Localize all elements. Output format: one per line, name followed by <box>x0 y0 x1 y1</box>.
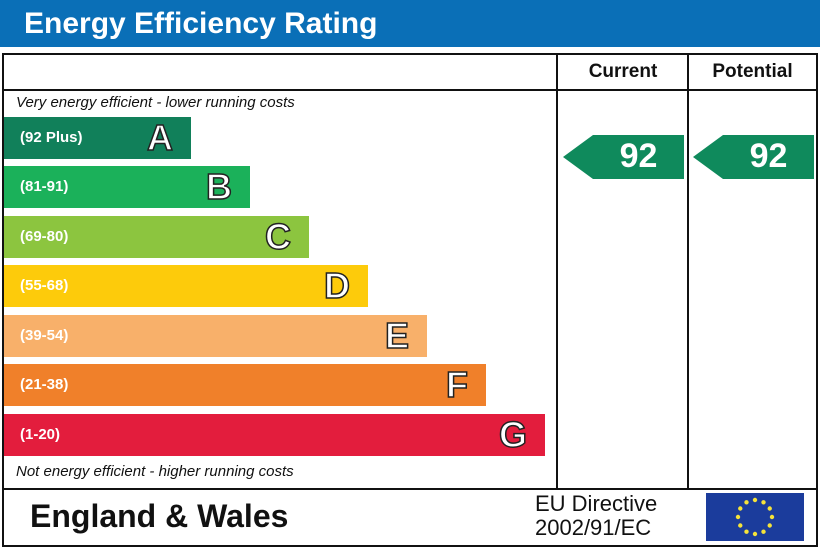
band-letter: B <box>205 165 233 208</box>
band-letter: C <box>264 215 292 258</box>
star-icon <box>761 500 766 505</box>
band-range: (92 Plus) <box>20 129 83 146</box>
band-d: (55-68) D <box>4 264 368 307</box>
band-b: (81-91) B <box>4 165 250 208</box>
star-icon <box>769 514 775 520</box>
bottom-note: Not energy efficient - higher running co… <box>16 463 294 480</box>
band-range: (69-80) <box>20 228 69 245</box>
current-rating: 92 <box>619 137 658 175</box>
star-icon <box>767 523 772 528</box>
divider <box>556 53 558 490</box>
band-letter: F <box>445 363 469 406</box>
star-icon <box>752 531 758 537</box>
band-e: (39-54) E <box>4 314 427 357</box>
star-icon <box>738 523 743 528</box>
divider <box>687 53 689 490</box>
rating-table <box>2 53 818 547</box>
title: Energy Efficiency Rating <box>24 7 378 40</box>
star-icon <box>767 506 772 511</box>
star-icon <box>735 514 741 520</box>
band-range: (1-20) <box>20 426 61 443</box>
star-icon <box>752 497 758 503</box>
band-f: (21-38) F <box>4 363 486 406</box>
top-note: Very energy efficient - lower running co… <box>16 94 295 111</box>
band-letter: D <box>323 264 351 307</box>
divider <box>2 89 816 91</box>
potential-rating-arrow: 92 <box>693 135 814 179</box>
potential-rating: 92 <box>749 137 788 175</box>
title-bar: Energy Efficiency Rating <box>0 0 820 47</box>
current-rating-arrow: 92 <box>563 135 684 179</box>
region-label: England & Wales <box>30 498 289 534</box>
band-range: (55-68) <box>20 277 69 294</box>
current-header: Current <box>588 61 658 82</box>
divider <box>2 488 816 490</box>
eu-directive: EU Directive 2002/91/EC <box>535 492 657 540</box>
directive-line2: 2002/91/EC <box>535 515 652 540</box>
band-range: (81-91) <box>20 178 69 195</box>
band-g: (1-20) G <box>4 413 545 456</box>
band-letter: A <box>146 116 174 159</box>
band-c: (69-80) C <box>4 215 309 258</box>
potential-header: Potential <box>712 61 793 82</box>
directive-line1: EU Directive <box>535 491 658 516</box>
star-icon <box>744 529 749 534</box>
star-icon <box>738 506 743 511</box>
star-icon <box>744 500 749 505</box>
band-range: (21-38) <box>20 376 69 393</box>
star-icon <box>761 529 766 534</box>
band-range: (39-54) <box>20 327 69 344</box>
band-letter: E <box>384 314 410 357</box>
eu-flag-icon <box>706 493 804 541</box>
band-a: (92 Plus) A <box>4 116 191 159</box>
band-letter: G <box>498 413 528 456</box>
